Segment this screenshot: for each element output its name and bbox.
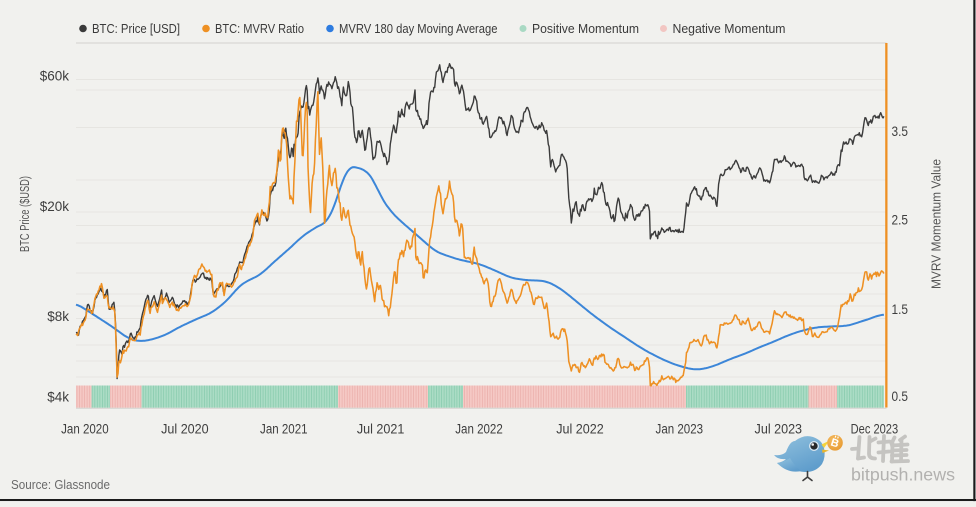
svg-text:bitpush.news: bitpush.news (851, 465, 955, 485)
svg-text:Jul 2022: Jul 2022 (556, 422, 604, 437)
svg-text:Source: Glassnode: Source: Glassnode (11, 477, 110, 492)
svg-text:2.5: 2.5 (892, 212, 909, 227)
svg-text:0.5: 0.5 (892, 389, 909, 404)
svg-text:Jan 2023: Jan 2023 (656, 422, 704, 437)
svg-text:$60k: $60k (40, 69, 70, 84)
svg-text:Jan 2022: Jan 2022 (455, 422, 503, 437)
svg-text:Positive Momentum: Positive Momentum (532, 21, 639, 36)
svg-text:Jan 2020: Jan 2020 (61, 422, 109, 437)
svg-text:$4k: $4k (47, 390, 69, 405)
svg-text:BTC: MVRV Ratio: BTC: MVRV Ratio (215, 21, 304, 36)
svg-text:Jul 2020: Jul 2020 (161, 422, 209, 437)
svg-text:Jan 2021: Jan 2021 (260, 422, 308, 437)
svg-text:Jul 2023: Jul 2023 (755, 422, 803, 437)
svg-text:Jul 2021: Jul 2021 (357, 422, 405, 437)
svg-text:MVRV Momentum Value: MVRV Momentum Value (930, 159, 944, 289)
svg-text:$20k: $20k (40, 199, 70, 214)
svg-text:Negative Momentum: Negative Momentum (673, 21, 786, 36)
svg-text:3.5: 3.5 (892, 124, 909, 139)
svg-text:$8k: $8k (47, 309, 69, 324)
svg-text:MVRV 180 day Moving Average: MVRV 180 day Moving Average (339, 21, 498, 36)
svg-text:Dec 2023: Dec 2023 (851, 422, 899, 437)
svg-text:1.5: 1.5 (892, 302, 909, 317)
svg-text:BTC Price ($USD): BTC Price ($USD) (18, 176, 32, 252)
svg-text:BTC: Price [USD]: BTC: Price [USD] (92, 21, 180, 36)
